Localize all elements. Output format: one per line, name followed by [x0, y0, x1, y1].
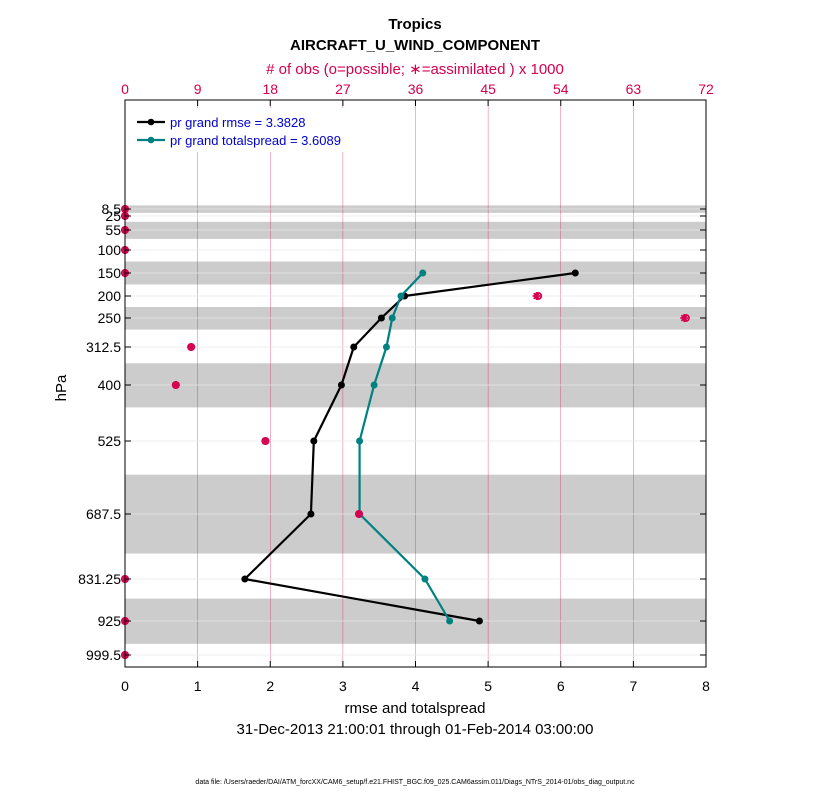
series-point-1 — [397, 292, 405, 300]
y-tick-label: 8.5 — [102, 201, 122, 217]
top-tick-label: 54 — [553, 81, 569, 97]
obs-assimilated-marker — [355, 510, 363, 518]
y-tick-label: 250 — [98, 310, 122, 326]
y-tick-label: 55 — [105, 222, 121, 238]
series-point-0 — [571, 269, 579, 277]
x-tick-label: 1 — [194, 678, 202, 694]
y-tick-label: 312.5 — [86, 339, 121, 355]
y-axis-label: hPa — [53, 374, 70, 401]
top-tick-label: 27 — [335, 81, 351, 97]
y-tick-label: 525 — [98, 433, 122, 449]
series-point-1 — [446, 617, 454, 625]
period-label: 31-Dec-2013 21:00:01 through 01-Feb-2014… — [237, 721, 594, 738]
series-point-0 — [475, 617, 483, 625]
y-tick-label: 687.5 — [86, 506, 121, 522]
obs-assimilated-marker — [680, 314, 688, 322]
y-tick-label: 150 — [98, 265, 122, 281]
chart-title: Tropics — [388, 16, 441, 33]
grid-lines — [125, 100, 706, 667]
x-tick-label: 0 — [121, 678, 129, 694]
legend-box — [131, 108, 376, 152]
x-tick-label: 8 — [702, 678, 710, 694]
y-tick-label: 831.25 — [78, 571, 121, 587]
y-tick-label: 25 — [105, 208, 121, 224]
data-file-label: data file: /Users/raeder/DAI/ATM_forcXX/… — [195, 779, 635, 786]
top-tick-label: 18 — [262, 81, 278, 97]
legend-rmse-marker — [147, 118, 155, 126]
obs-assimilated-marker — [187, 343, 195, 351]
series-point-1 — [382, 343, 390, 351]
x-tick-label: 6 — [557, 678, 565, 694]
series-point-0 — [337, 381, 345, 389]
legend-rmse-label: pr grand rmse = 3.3828 — [170, 115, 306, 130]
series-point-0 — [310, 437, 318, 445]
obs-assimilated-marker — [172, 381, 180, 389]
top-tick-label: 45 — [480, 81, 496, 97]
top-tick-label: 36 — [408, 81, 424, 97]
series-point-0 — [307, 510, 315, 518]
obs-assimilated-marker — [262, 437, 269, 445]
series-point-0 — [377, 314, 385, 322]
top-tick-label: 63 — [626, 81, 642, 97]
x-tick-label: 3 — [339, 678, 347, 694]
x-tick-label: 7 — [629, 678, 637, 694]
top-tick-label: 9 — [194, 81, 202, 97]
series-point-0 — [241, 575, 249, 583]
series-point-1 — [356, 437, 364, 445]
y-tick-label: 200 — [98, 288, 122, 304]
series-point-1 — [421, 575, 429, 583]
legend: pr grand rmse = 3.3828 pr grand totalspr… — [131, 108, 376, 152]
series-point-1 — [419, 269, 427, 277]
series-point-0 — [350, 343, 358, 351]
chart-subtitle: AIRCRAFT_U_WIND_COMPONENT — [290, 37, 540, 54]
series-point-1 — [370, 381, 378, 389]
x-axis-label: rmse and totalspread — [345, 700, 486, 717]
y-tick-label: 400 — [98, 377, 122, 393]
axis-ticks: 0 1 2 3 4 5 6 7 80 9 18 27 36 45 54 63 728.5255510015020… — [78, 81, 714, 694]
top-axis-label: # of obs (o=possible; ∗=assimilated ) x … — [266, 61, 564, 78]
series-point-1 — [388, 314, 396, 322]
top-tick-label: 0 — [121, 81, 129, 97]
top-tick-label: 72 — [698, 81, 714, 97]
y-tick-label: 999.5 — [86, 647, 121, 663]
x-tick-label: 2 — [266, 678, 274, 694]
legend-spread-marker — [147, 136, 155, 144]
legend-spread-label: pr grand totalspread = 3.6089 — [170, 133, 341, 148]
y-tick-label: 925 — [98, 613, 122, 629]
x-tick-label: 4 — [412, 678, 420, 694]
obs-assimilated-marker — [533, 292, 540, 300]
y-tick-label: 100 — [98, 242, 122, 258]
x-tick-label: 5 — [484, 678, 492, 694]
series-layer — [241, 269, 579, 625]
